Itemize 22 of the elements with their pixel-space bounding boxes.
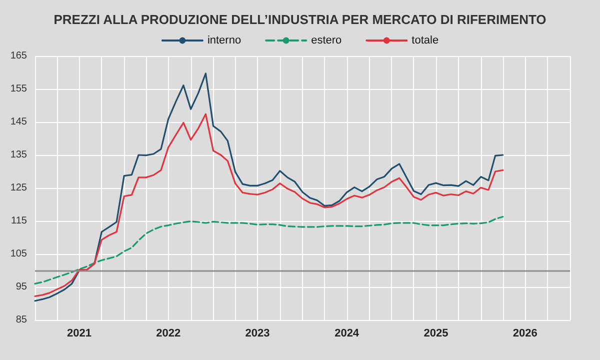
x-tick-label: 2021 — [66, 328, 92, 340]
legend-label: totale — [412, 34, 439, 46]
y-tick-label: 145 — [10, 116, 28, 128]
y-tick-label: 135 — [10, 150, 28, 160]
line-series — [34, 216, 504, 284]
y-tick-label: 155 — [10, 84, 28, 94]
line-series — [34, 113, 504, 298]
x-tick-label: 2022 — [156, 328, 181, 340]
x-tick-label: 2025 — [424, 328, 448, 340]
x-tick-label: 2023 — [245, 328, 270, 340]
chart-title: PREZZI ALLA PRODUZIONE DELL’INDUSTRIA PER MERCATO DI RIFERIMENTO — [54, 12, 546, 27]
y-tick-label: 105 — [10, 248, 28, 260]
y-tick-label: 95 — [16, 282, 28, 292]
line-series — [34, 72, 504, 302]
x-tick-label: 2026 — [512, 328, 538, 340]
y-tick-label: 85 — [16, 314, 28, 326]
legend-label: estero — [311, 34, 342, 46]
y-tick-label: 115 — [11, 216, 28, 226]
legend-label: interno — [207, 34, 242, 46]
y-tick-label: 125 — [10, 182, 28, 194]
x-tick-label: 2024 — [334, 328, 360, 340]
y-tick-label: 165 — [10, 50, 28, 62]
